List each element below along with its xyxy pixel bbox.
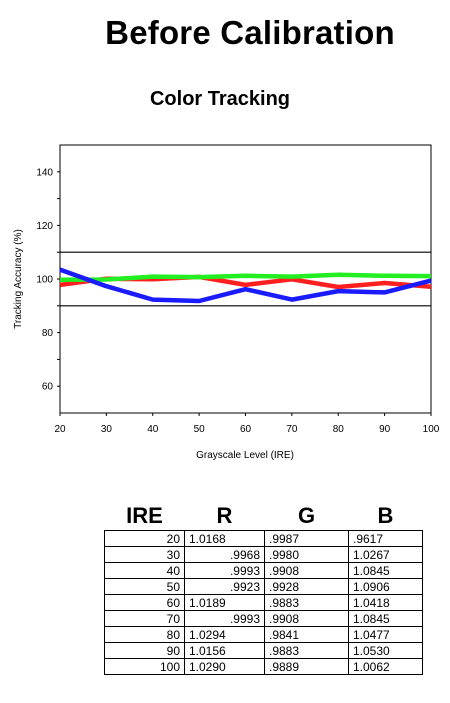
- y-tick-label: 120: [36, 221, 53, 232]
- color-tracking-chart: 60 80 100 120 140 20 30 40 50 60 70 80 90 100 Graysc…: [13, 144, 440, 461]
- x-axis-label: Grayscale Level (IRE): [196, 450, 294, 461]
- cell-g: .9928: [264, 578, 349, 595]
- cell-b: 1.0267: [348, 546, 423, 563]
- cell-b: 1.0845: [348, 562, 423, 579]
- cell-b: 1.0906: [348, 578, 423, 595]
- x-tick-label: 90: [379, 424, 391, 435]
- cell-r: .9968: [184, 546, 265, 563]
- x-tick-label: 30: [101, 424, 113, 435]
- x-tick-label: 50: [194, 424, 206, 435]
- cell-r: .9993: [184, 562, 265, 579]
- y-tick-label: 100: [36, 275, 53, 286]
- cell-g: .9908: [264, 610, 349, 627]
- cell-ire: 20: [104, 530, 185, 547]
- cell-b: 1.0477: [348, 626, 423, 643]
- header-b: B: [377, 503, 394, 528]
- header-ire: IRE: [126, 503, 163, 528]
- cell-g: .9883: [264, 642, 349, 659]
- cell-ire: 100: [104, 658, 185, 675]
- cell-ire: 80: [104, 626, 185, 643]
- series-line-3: [59, 267, 432, 304]
- cell-ire: 90: [104, 642, 185, 659]
- table-row: 20 1.0168 .9987 .9617: [104, 530, 423, 547]
- cell-r: 1.0168: [184, 530, 265, 547]
- x-tick-label: 80: [333, 424, 345, 435]
- table-row: 60 1.0189 .9883 1.0418: [104, 594, 423, 611]
- cell-ire: 50: [104, 578, 185, 595]
- table-header-row: IRE R G B: [105, 502, 423, 531]
- table-row: 90 1.0156 .9883 1.0530: [104, 642, 423, 659]
- x-tick-label: 20: [54, 424, 66, 435]
- cell-b: 1.0530: [348, 642, 423, 659]
- page-title: Before Calibration: [105, 14, 395, 51]
- y-tick-label: 60: [42, 382, 54, 393]
- series-line-2: [59, 272, 432, 283]
- y-tick-label: 80: [42, 328, 54, 339]
- header-g: G: [297, 503, 316, 528]
- table-row: 50 .9923 .9928 1.0906: [104, 578, 423, 595]
- y-tick-label: 140: [36, 167, 53, 178]
- cell-r: .9923: [184, 578, 265, 595]
- chart-title: Color Tracking: [149, 88, 291, 110]
- cell-ire: 70: [104, 610, 185, 627]
- cell-b: 1.0845: [348, 610, 423, 627]
- cell-g: .9987: [264, 530, 349, 547]
- x-tick-label: 100: [423, 424, 440, 435]
- cell-r: 1.0294: [184, 626, 265, 643]
- reference-lines: [60, 251, 431, 307]
- cell-g: .9883: [264, 594, 349, 611]
- table-row: 30 .9968 .9980 1.0267: [104, 546, 423, 563]
- header-r: R: [216, 503, 233, 528]
- cell-g: .9889: [264, 658, 349, 675]
- x-axis-ticks: 20 30 40 50 60 70 80 90 100: [54, 413, 440, 435]
- cell-ire: 30: [104, 546, 185, 563]
- x-tick-label: 60: [240, 424, 252, 435]
- cell-r: 1.0156: [184, 642, 265, 659]
- cell-ire: 40: [104, 562, 185, 579]
- cell-r: 1.0189: [184, 594, 265, 611]
- series-layer: [59, 267, 432, 304]
- y-axis-label: Tracking Accuracy (%): [13, 229, 24, 329]
- cell-b: 1.0062: [348, 658, 423, 675]
- cell-b: 1.0418: [348, 594, 423, 611]
- cell-g: .9841: [264, 626, 349, 643]
- table-row: 100 1.0290 .9889 1.0062: [104, 658, 423, 675]
- cell-b: .9617: [348, 530, 423, 547]
- table-row: 40 .9993 .9908 1.0845: [104, 562, 423, 579]
- cell-r: 1.0290: [184, 658, 265, 675]
- x-tick-label: 70: [286, 424, 298, 435]
- table-row: 80 1.0294 .9841 1.0477: [104, 626, 423, 643]
- cell-g: .9908: [264, 562, 349, 579]
- x-tick-label: 40: [147, 424, 159, 435]
- cell-g: .9980: [264, 546, 349, 563]
- ire-data-table: IRE R G B 20 1.0168 .9987 .9617 30 .9968…: [104, 502, 423, 675]
- y-axis-ticks: 60 80 100 120 140: [36, 167, 60, 393]
- cell-ire: 60: [104, 594, 185, 611]
- cell-r: .9993: [184, 610, 265, 627]
- table-row: 70 .9993 .9908 1.0845: [104, 610, 423, 627]
